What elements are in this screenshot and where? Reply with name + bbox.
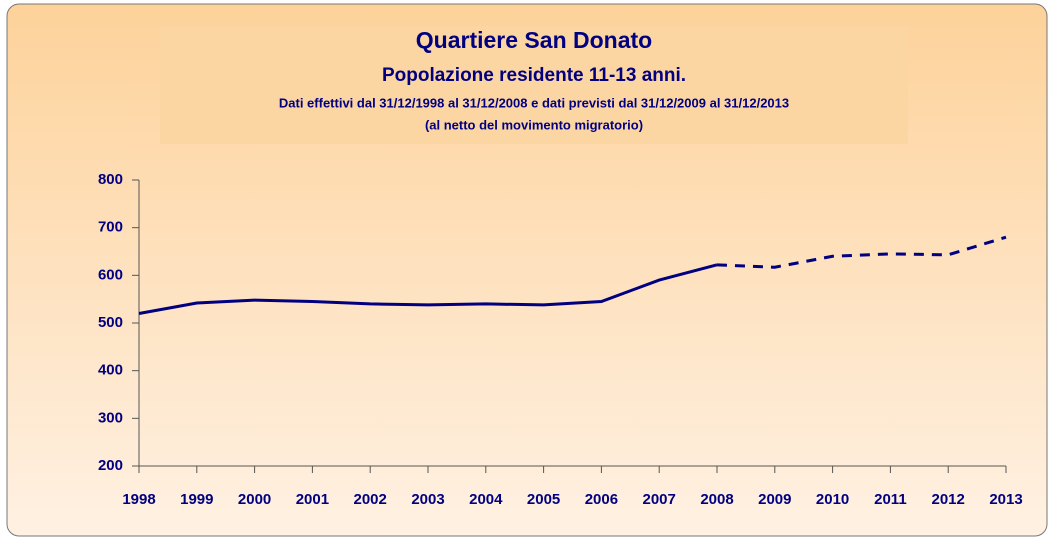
line [716,235,1007,269]
chart-title: Quartiere San Donato [416,27,652,53]
y-tick-label: 200 [98,457,123,474]
x-tick-label: 1998 [122,491,155,508]
line [138,263,718,315]
title-box [160,26,908,144]
x-tick-label: 2012 [932,491,965,508]
y-tick-label: 600 [98,266,123,283]
chart-subtitle: Popolazione residente 11-13 anni. [382,65,686,86]
annotation: Dati effettivi dal 31/12/1998 al 31/12/2… [279,95,789,110]
x-tick-label: 2009 [758,491,791,508]
x-tick-label: 2005 [527,491,560,508]
y-tick-label: 700 [98,219,123,236]
y-tick-label: 400 [98,362,123,379]
x-tick-label: 2013 [989,491,1022,508]
y-tick-label: 300 [98,409,123,426]
y-tick-label: 800 [98,171,123,188]
x-tick-label: 2002 [354,491,387,508]
y-tick-label: 500 [98,314,123,331]
x-tick-label: 2011 [874,491,907,508]
x-tick-label: 1999 [180,491,213,508]
x-tick-label: 2001 [296,491,329,508]
x-tick-label: 2006 [585,491,618,508]
x-tick-label: 2010 [816,491,849,508]
x-tick-label: 2003 [411,491,444,508]
x-tick-label: 2007 [643,491,676,508]
x-tick-label: 2000 [238,491,271,508]
x-tick-label: 2008 [700,491,733,508]
x-tick-label: 2004 [469,491,503,508]
annotation: (al netto del movimento migratorio) [425,117,643,132]
